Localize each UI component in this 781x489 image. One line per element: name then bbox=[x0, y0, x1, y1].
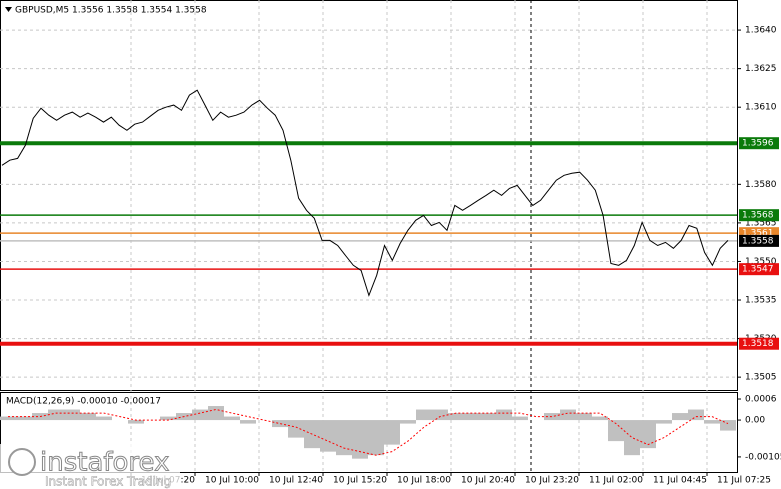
histogram-bar bbox=[368, 420, 384, 456]
histogram-bar bbox=[384, 420, 400, 445]
histogram-bar bbox=[448, 413, 464, 421]
histogram-bar bbox=[432, 409, 448, 421]
x-tick-label: 11 Jul 07:25 bbox=[717, 476, 771, 486]
x-tick-label: 10 Jul 12:40 bbox=[269, 476, 323, 486]
histogram-bar bbox=[640, 420, 656, 449]
histogram-bar bbox=[208, 406, 224, 421]
histogram-bar bbox=[16, 416, 32, 421]
x-tick-label: 10 Jul 23:20 bbox=[525, 476, 579, 486]
x-tick-label: 10 Jul 20:40 bbox=[461, 476, 515, 486]
panel-frame bbox=[0, 392, 738, 473]
level-label: 1.3547 bbox=[742, 265, 774, 275]
x-tick-label: 10 Jul 18:00 bbox=[397, 476, 451, 486]
y-tick-label: 1.3550 bbox=[745, 257, 777, 267]
watermark: instaforex Instant Forex Trading bbox=[0, 444, 180, 489]
histogram-bar bbox=[496, 409, 512, 421]
histogram-bar bbox=[416, 409, 432, 421]
grid bbox=[0, 0, 738, 473]
price-line bbox=[1, 89, 729, 297]
histogram-bar bbox=[464, 413, 480, 421]
y-tick-label: 1.3565 bbox=[745, 218, 777, 228]
y-tick-label: 1.3580 bbox=[745, 180, 777, 190]
x-tick-label: 11 Jul 04:45 bbox=[653, 476, 707, 486]
y-tick-label: -0.00105 bbox=[745, 452, 781, 462]
watermark-icon bbox=[8, 448, 36, 476]
macd-title: MACD(12,26,9) -0.00010 -0.00017 bbox=[6, 397, 161, 407]
histogram-bar bbox=[624, 420, 640, 456]
histogram-bar bbox=[720, 420, 736, 431]
y-tick-label: 1.3505 bbox=[745, 373, 777, 383]
x-tick-label: 10 Jul 10:00 bbox=[205, 476, 259, 486]
histogram-bar bbox=[352, 420, 368, 459]
signal-line bbox=[8, 408, 729, 456]
histogram-bar bbox=[64, 409, 80, 421]
histogram-bar bbox=[560, 409, 576, 421]
histogram-bar bbox=[128, 420, 144, 424]
y-tick-label: 0.00 bbox=[745, 416, 765, 426]
histogram-bar bbox=[512, 416, 528, 421]
watermark-tagline: Instant Forex Trading bbox=[45, 475, 171, 489]
menu-triangle bbox=[5, 7, 12, 12]
level-label-bg bbox=[739, 137, 779, 150]
level-label: 1.3596 bbox=[742, 139, 774, 149]
histogram-bar bbox=[288, 420, 304, 438]
y-tick-label: 1.3640 bbox=[745, 26, 777, 36]
histogram-bar bbox=[704, 420, 720, 424]
chart-title: GBPUSD,M5 1.3556 1.3558 1.3554 1.3558 bbox=[15, 6, 207, 16]
level-label-bg bbox=[739, 234, 779, 247]
histogram-bar bbox=[656, 420, 672, 424]
histogram-bar bbox=[240, 420, 256, 424]
x-tick-label: 10 Jul 15:20 bbox=[333, 476, 387, 486]
level-label-bg bbox=[739, 209, 779, 222]
level-label: 1.3561 bbox=[742, 229, 774, 239]
histogram-bar bbox=[272, 420, 288, 428]
histogram-bar bbox=[576, 413, 592, 421]
level-label: 1.3558 bbox=[742, 236, 774, 246]
histogram-bar bbox=[192, 409, 208, 421]
y-tick-label: 1.3625 bbox=[745, 64, 777, 74]
histogram-bar bbox=[224, 416, 240, 421]
histogram-bar bbox=[480, 413, 496, 421]
histogram-bar bbox=[544, 413, 560, 421]
level-label: 1.3518 bbox=[742, 339, 774, 349]
panel-frame bbox=[0, 0, 738, 391]
level-label-bg bbox=[739, 263, 779, 276]
histogram-bar bbox=[336, 420, 352, 456]
histogram-bar bbox=[608, 420, 624, 442]
y-tick-label: 1.3610 bbox=[745, 103, 777, 113]
y-tick-label: 1.3535 bbox=[745, 296, 777, 306]
histogram-bar bbox=[672, 413, 688, 421]
y-tick-label: 0.0006 bbox=[745, 395, 777, 405]
histogram-bar bbox=[400, 420, 416, 424]
level-label-bg bbox=[739, 337, 779, 350]
histogram-bar bbox=[80, 413, 96, 421]
level-label: 1.3568 bbox=[742, 211, 774, 221]
x-tick-label: 11 Jul 02:00 bbox=[589, 476, 643, 486]
histogram-bar bbox=[0, 416, 16, 421]
histogram-bar bbox=[592, 416, 608, 421]
histogram-bar bbox=[48, 409, 64, 421]
histogram-bar bbox=[96, 416, 112, 421]
watermark-brand: instaforex bbox=[40, 448, 169, 478]
histogram-bar bbox=[160, 416, 176, 421]
histogram-bar bbox=[688, 409, 704, 421]
histogram-bar bbox=[320, 420, 336, 452]
